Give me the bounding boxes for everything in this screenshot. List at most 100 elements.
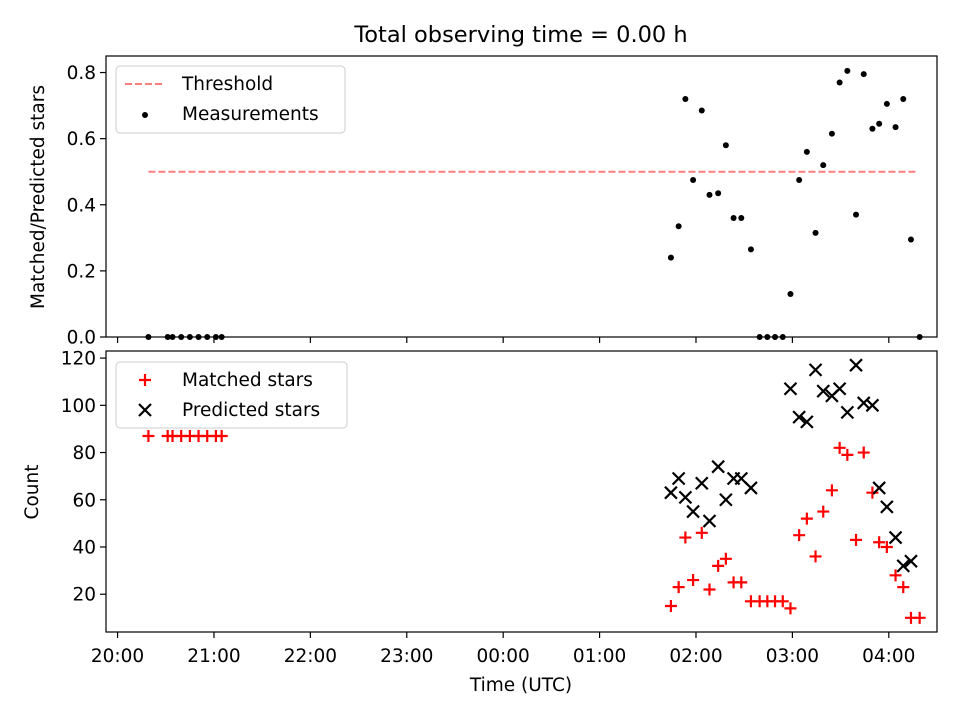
measurement-point [730,214,737,221]
ratio-y-tick-label: 0.6 [67,129,96,150]
predicted-stars-point [694,476,709,491]
predicted-stars-point [702,514,717,528]
matched-stars-point [833,441,846,454]
measurement-point [892,124,899,131]
predicted-stars-point [872,481,886,495]
measurement-point [820,162,827,169]
measurement-point [844,67,851,74]
count-y-tick-label: 40 [72,537,96,558]
measurement-point [860,71,867,78]
measurement-point [796,176,803,183]
predicted-stars-point [686,504,700,519]
x-tick-label: 23:00 [380,646,433,667]
ratio-axes-frame [105,55,938,338]
x-tick-label: 21:00 [187,646,240,667]
count-panel: 20 40 60 80 100 120 20:00 21:00 22:00 23:00 00:00… [22,349,938,696]
measurement-point [690,176,697,183]
threshold-legend-label: Threshold [181,74,273,95]
ratio-panel: 0.00.20.40.60.8 Matched/Predicted stars … [28,55,938,349]
predicted-stars-point [880,500,894,514]
count-legend-box [115,361,348,429]
predicted-stars-point [832,382,847,396]
predicted-stars-point [816,384,831,398]
x-tick-label: 22:00 [284,646,337,667]
measurement-point [706,191,713,198]
count-x-ticks: 20:00 21:00 22:00 23:00 00:00 01:00 02:00 03:00… [91,632,915,667]
measurement-point [675,223,682,230]
matched-stars-point [889,569,902,582]
matched-stars-point [687,574,700,587]
measurements-legend-label: Measurements [182,104,319,125]
matched-stars-point [866,486,879,499]
matched-stars-point [793,529,806,542]
ratio-x-ticks [116,337,890,343]
predicted-stars-point [744,481,758,495]
count-marks [142,358,926,624]
x-axis-label: Time (UTC) [469,675,572,696]
matched-stars-point [800,512,813,525]
measurement-point [883,100,890,107]
predicted-stars-point [678,490,693,505]
ratio-y-tick-label: 0.2 [67,261,96,282]
x-tick-label: 04:00 [862,646,915,667]
measurement-point [812,229,819,236]
count-y-tick-label: 100 [61,396,96,417]
matched-stars-point [809,550,822,563]
matched-stars-point [880,540,893,553]
measurement-point [715,190,722,197]
predicted-legend-marker [138,403,152,417]
predicted-stars-point [904,554,918,568]
count-y-ticks: 20 40 60 80 100 120 [61,349,106,606]
predicted-stars-point [783,382,798,396]
predicted-stars-point [719,492,733,507]
matched-stars-point [841,448,854,461]
matched-stars-point [695,526,708,539]
matched-legend-label: Matched stars [182,370,313,391]
predicted-stars-point [896,559,911,573]
count-y-tick-label: 20 [72,585,96,606]
count-y-tick-label: 60 [72,490,96,511]
measurement-point [787,291,794,298]
matched-stars-point [672,581,685,594]
count-y-axis-label: Count [22,465,43,520]
predicted-stars-point [808,363,823,377]
matched-stars-point [857,446,870,459]
measurement-point [869,125,876,132]
measurement-point [698,107,705,114]
predicted-stars-point [849,358,863,372]
ratio-legend: Threshold Measurements [115,65,346,134]
predicted-stars-point [800,415,814,429]
predicted-stars-point [671,471,686,486]
measurement-point [738,214,745,221]
measurement-point [876,120,883,127]
matched-stars-point [664,600,677,613]
matched-stars-point [712,559,725,572]
matched-stars-point [215,430,228,443]
matched-stars-point [679,531,692,544]
measurement-point [828,130,835,137]
ratio-legend-box [115,65,346,134]
ratio-y-tick-label: 0.4 [67,195,96,216]
measurement-point [900,95,907,102]
predicted-legend-label: Predicted stars [182,400,320,421]
matched-stars-point [784,602,797,615]
matched-stars-point [719,552,732,565]
matched-stars-point [776,595,789,608]
measurement-point [853,211,860,218]
matched-stars-point [735,576,748,589]
x-tick-label: 20:00 [91,646,144,667]
count-legend: Matched stars Predicted stars [115,361,348,429]
measurement-point [667,254,674,261]
matched-stars-point [703,583,716,596]
matched-stars-point [142,430,155,443]
measurement-point [803,148,810,155]
matched-stars-point [817,505,830,518]
predicted-stars-point [711,459,725,474]
ratio-y-tick-label: 0.0 [67,328,96,349]
ratio-y-ticks: 0.0 0.2 0.4 0.6 0.8 [67,63,106,349]
count-y-tick-label: 80 [72,443,96,464]
chart-title: Total observing time = 0.00 h [353,22,687,48]
predicted-stars-point [840,405,855,420]
measurement-point [747,246,754,253]
